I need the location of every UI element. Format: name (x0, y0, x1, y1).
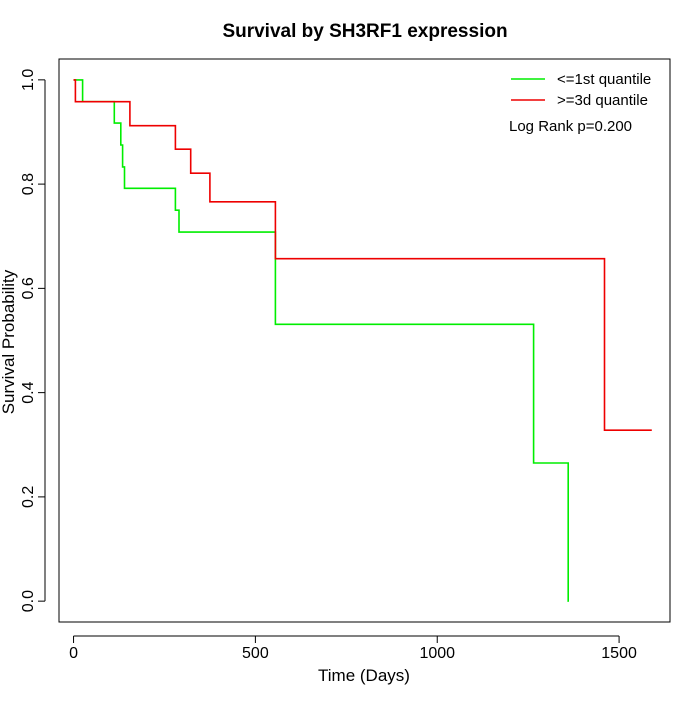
y-tick-label: 0.8 (20, 173, 37, 195)
x-axis-label: Time (Days) (318, 666, 410, 685)
chart-title: Survival by SH3RF1 expression (222, 21, 507, 42)
x-tick-label: 1000 (419, 645, 455, 662)
x-tick-label: 500 (242, 645, 269, 662)
plot-frame (58, 58, 671, 623)
y-tick-label: 0.6 (20, 277, 37, 299)
x-axis: 0 500 1000 1500 (69, 635, 637, 662)
y-tick-label: 0.2 (20, 486, 37, 508)
y-tick-label: 0.0 (20, 590, 37, 612)
log-rank-annotation: Log Rank p=0.200 (509, 118, 632, 135)
legend-label-1: >=3d quantile (557, 92, 648, 109)
series-layer (73, 79, 652, 602)
series-line-0 (73, 79, 569, 602)
y-tick-label: 0.4 (20, 381, 37, 403)
y-axis: 0.0 0.2 0.4 0.6 0.8 1.0 (20, 69, 46, 612)
x-tick-label: 0 (69, 645, 78, 662)
y-tick-label: 1.0 (20, 69, 37, 91)
x-tick-label: 1500 (601, 645, 637, 662)
series-line-1 (73, 79, 652, 431)
legend: <=1st quantile >=3d quantile (511, 71, 651, 109)
legend-label-0: <=1st quantile (557, 71, 651, 88)
y-axis-label: Survival Probability (0, 269, 18, 414)
